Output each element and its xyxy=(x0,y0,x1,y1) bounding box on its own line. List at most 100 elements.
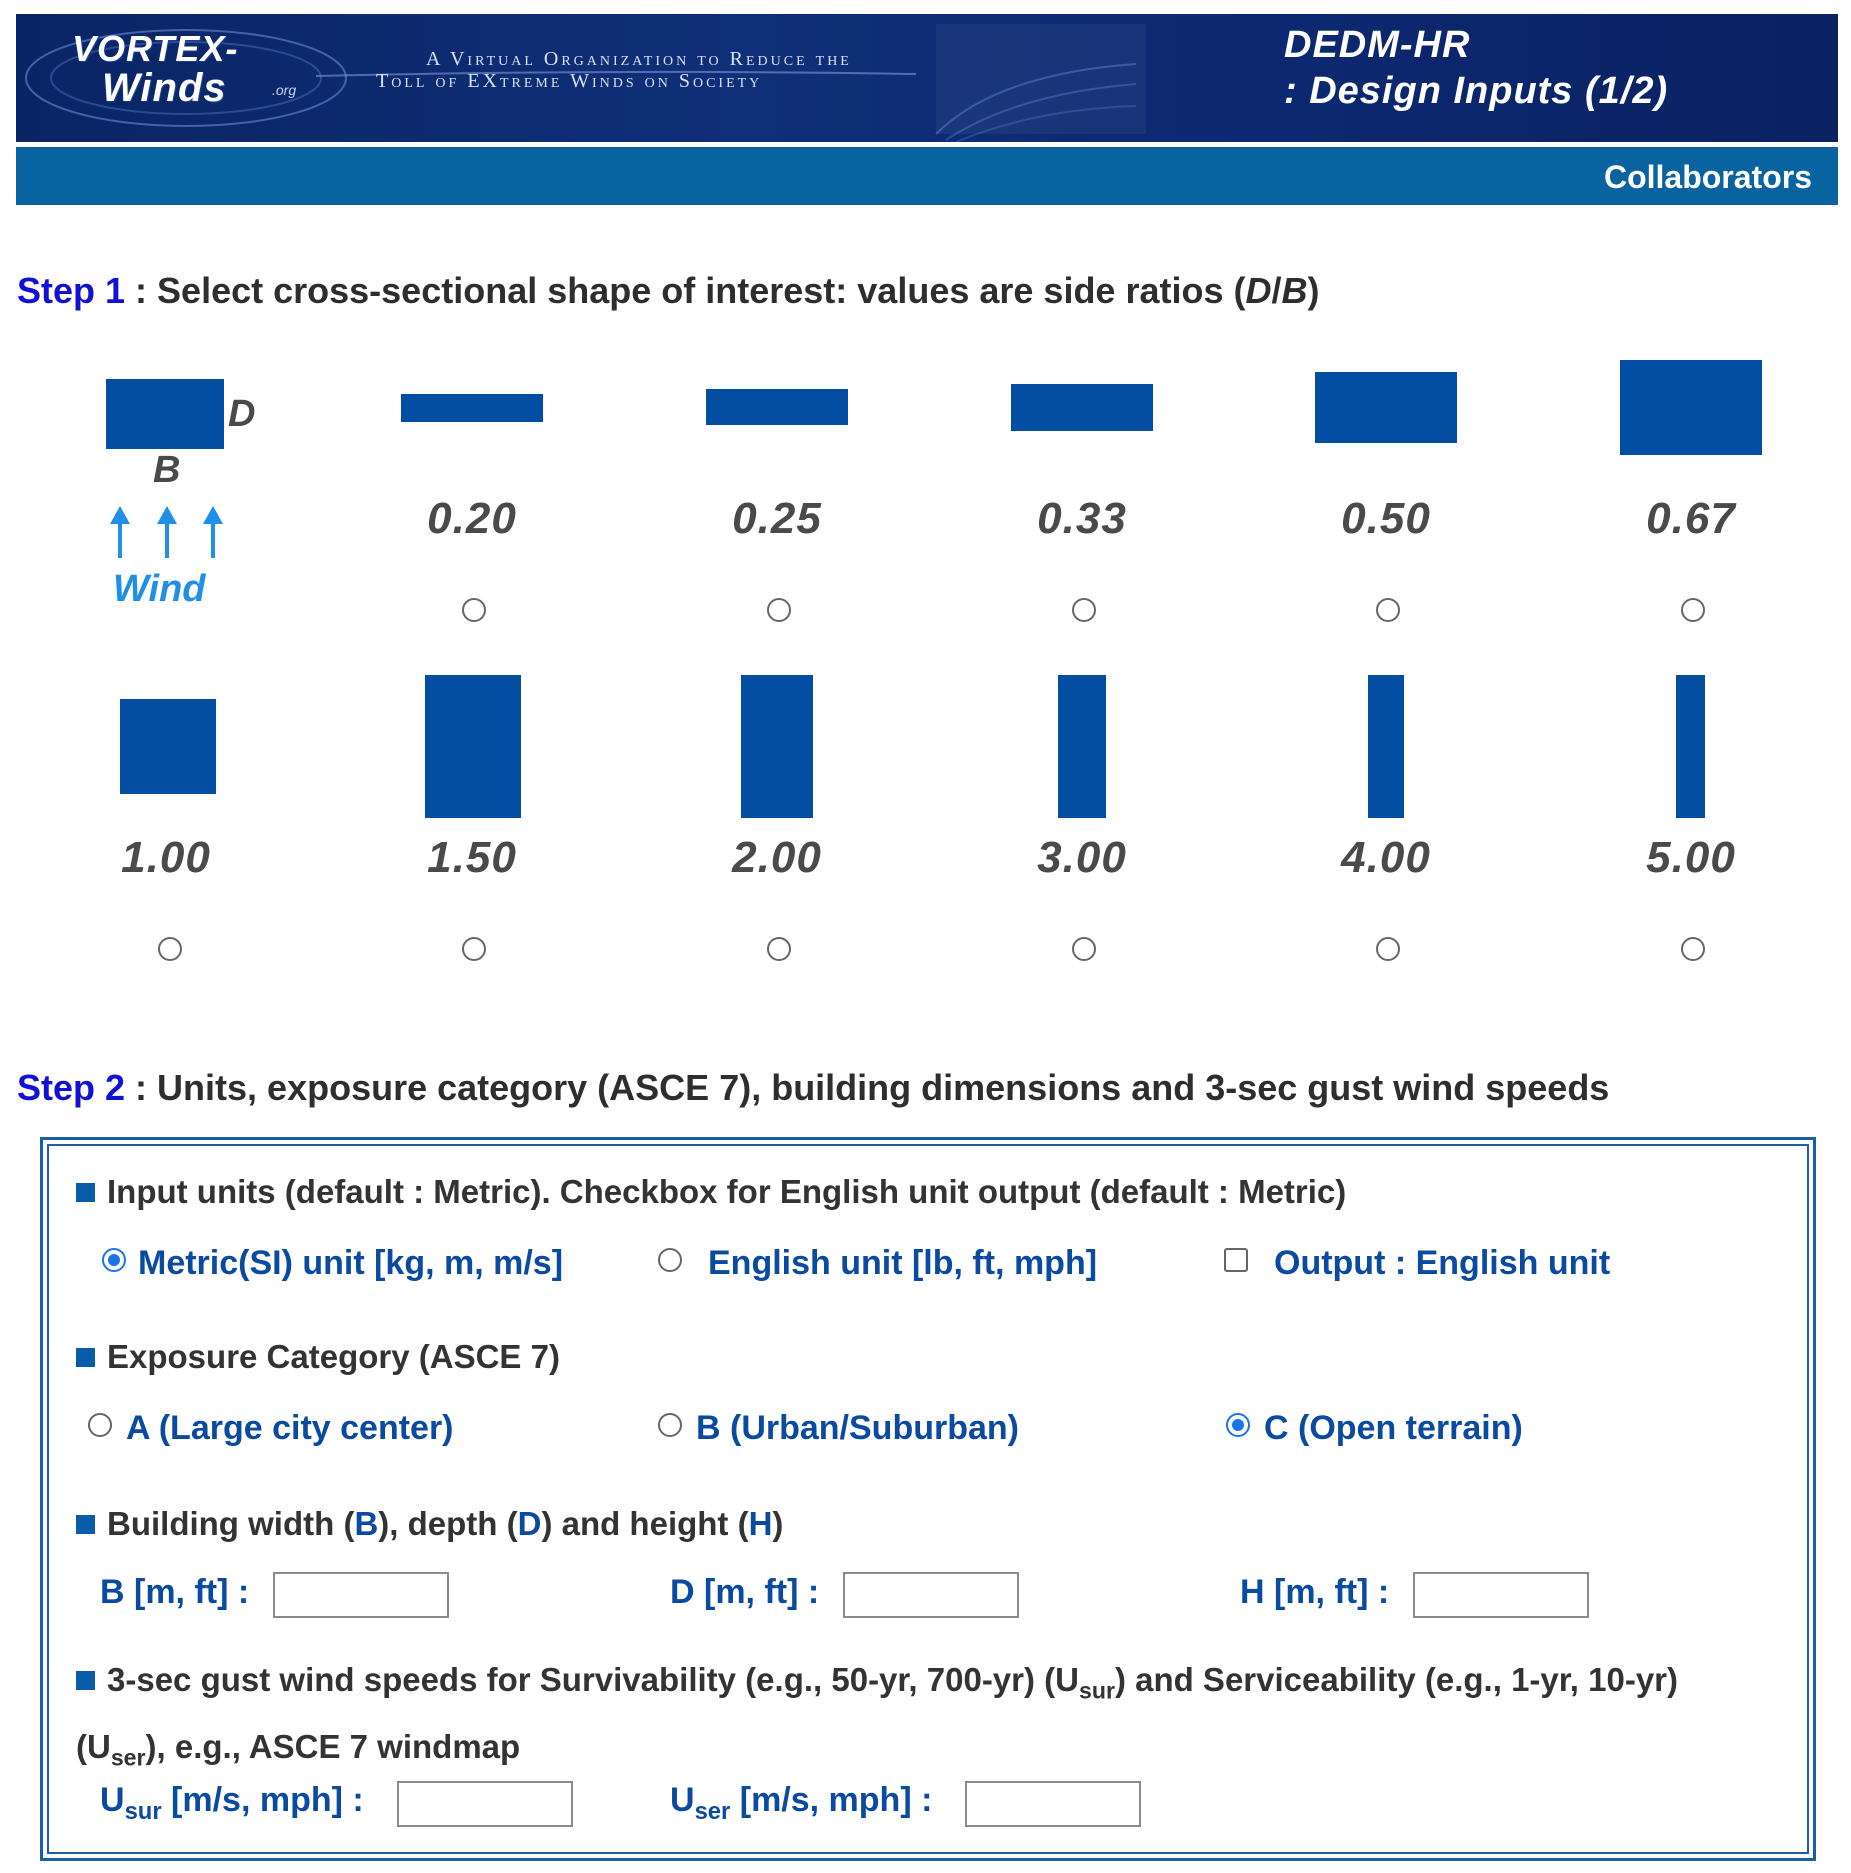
legend-shape xyxy=(106,379,224,449)
nav-bar: Collaborators xyxy=(16,147,1838,205)
shape-ratio-1.50 xyxy=(425,675,521,818)
ratio-label-0.25: 0.25 xyxy=(732,494,822,543)
user-label-u: U xyxy=(670,1781,695,1819)
dimensions-heading-mid1: ), depth ( xyxy=(378,1505,518,1542)
english-unit-label[interactable]: English unit [lb, ft, mph] xyxy=(708,1244,1098,1282)
exposure-heading-text: Exposure Category (ASCE 7) xyxy=(107,1338,560,1375)
shape-ratio-4.00 xyxy=(1368,675,1404,818)
ratio-label-0.67: 0.67 xyxy=(1646,494,1736,543)
wind-label: Wind xyxy=(113,568,206,610)
shape-radio-1.00[interactable] xyxy=(158,937,182,961)
exposure-a-radio[interactable] xyxy=(88,1413,112,1437)
shape-radio-3.00[interactable] xyxy=(1072,937,1096,961)
exposure-heading: Exposure Category (ASCE 7) xyxy=(76,1338,560,1376)
wind-heading-part1: 3-sec gust wind speeds for Survivability… xyxy=(107,1661,1079,1698)
shape-radio-0.50[interactable] xyxy=(1376,598,1400,622)
legend-d-label: D xyxy=(228,393,256,435)
english-unit-radio[interactable] xyxy=(658,1248,682,1272)
ratio-label-1.00: 1.00 xyxy=(121,833,211,882)
square-bullet-icon xyxy=(76,1183,95,1202)
wind-speed-heading: 3-sec gust wind speeds for Survivability… xyxy=(76,1652,1776,1785)
shape-radio-0.33[interactable] xyxy=(1072,598,1096,622)
dimensions-heading-end: ) xyxy=(772,1505,784,1542)
shape-radio-0.67[interactable] xyxy=(1681,598,1705,622)
step1-text: : Select cross-sectional shape of intere… xyxy=(125,270,1246,311)
dimensions-heading: Building width (B), depth (D) and height… xyxy=(76,1505,783,1543)
logo-org-suffix: .org xyxy=(272,82,297,98)
english-output-label[interactable]: Output : English unit xyxy=(1274,1244,1611,1282)
exposure-c-label[interactable]: C (Open terrain) xyxy=(1264,1409,1523,1447)
square-bullet-icon xyxy=(76,1515,95,1534)
wind-heading-part3: ), e.g., ASCE 7 windmap xyxy=(145,1727,521,1765)
shape-radio-1.50[interactable] xyxy=(462,937,486,961)
d-input[interactable] xyxy=(843,1572,1019,1618)
ratio-label-0.50: 0.50 xyxy=(1341,494,1431,543)
shape-ratio-0.25 xyxy=(706,389,848,425)
shape-radio-2.00[interactable] xyxy=(767,937,791,961)
banner-swoosh-graphic xyxy=(25,24,1146,142)
collaborators-link[interactable]: Collaborators xyxy=(1603,159,1812,195)
usur-label-sub: sur xyxy=(124,1797,162,1825)
step1-ratio-d: D xyxy=(1245,270,1272,311)
d-input-label: D [m, ft] : xyxy=(670,1573,820,1611)
step2-input-box-inner xyxy=(47,1144,1809,1854)
page-title-line-2: : Design Inputs (1/2) xyxy=(1284,70,1669,112)
units-heading: Input units (default : Metric). Checkbox… xyxy=(76,1173,1346,1211)
shape-ratio-3.00 xyxy=(1058,675,1106,818)
shape-radio-0.20[interactable] xyxy=(462,598,486,622)
usur-label-u: U xyxy=(100,1781,125,1819)
wind-heading-part2: ) and Serviceability (e.g., 1-yr, 10-yr)… xyxy=(76,1661,1678,1765)
exposure-a-label[interactable]: A (Large city center) xyxy=(126,1409,454,1447)
b-input[interactable] xyxy=(273,1572,449,1618)
wind-heading-sub2: ser xyxy=(110,1744,146,1771)
site-banner: VORTEX- Winds .org A Virtual Organizatio… xyxy=(16,14,1838,142)
ratio-label-0.20: 0.20 xyxy=(427,494,517,543)
exposure-c-radio[interactable] xyxy=(1226,1413,1250,1437)
dimensions-heading-b: B xyxy=(354,1505,379,1542)
square-bullet-icon xyxy=(76,1348,95,1367)
shape-radio-4.00[interactable] xyxy=(1376,937,1400,961)
metric-unit-radio[interactable] xyxy=(102,1248,126,1272)
shape-ratio-0.67 xyxy=(1620,360,1762,455)
ratio-label-3.00: 3.00 xyxy=(1037,833,1127,882)
ratio-label-1.50: 1.50 xyxy=(427,833,517,882)
step1-label: Step 1 xyxy=(17,270,126,311)
usur-input[interactable] xyxy=(397,1781,573,1827)
user-label-sub: ser xyxy=(694,1797,731,1825)
exposure-b-label[interactable]: B (Urban/Suburban) xyxy=(696,1409,1019,1447)
dimensions-heading-d: D xyxy=(517,1505,542,1542)
step1-ratio-b: B xyxy=(1281,270,1308,311)
tagline-line-1: A Virtual Organization to Reduce the xyxy=(426,48,852,70)
step2-input-box xyxy=(40,1137,1816,1861)
step2-heading: Step 2 : Units, exposure category (ASCE … xyxy=(17,1067,1609,1109)
units-heading-text: Input units (default : Metric). Checkbox… xyxy=(107,1173,1347,1210)
shape-radio-5.00[interactable] xyxy=(1681,937,1705,961)
ratio-label-4.00: 4.00 xyxy=(1341,833,1431,882)
user-input-label: User [m/s, mph] : xyxy=(670,1781,932,1826)
shape-radio-0.25[interactable] xyxy=(767,598,791,622)
user-input[interactable] xyxy=(965,1781,1141,1827)
shape-ratio-0.20 xyxy=(401,394,543,422)
step2-text: : Units, exposure category (ASCE 7), bui… xyxy=(125,1067,1610,1108)
shape-ratio-0.33 xyxy=(1011,384,1153,431)
wind-arrows-icon xyxy=(110,506,223,558)
exposure-b-radio[interactable] xyxy=(658,1413,682,1437)
tagline-line-2: Toll of EXtreme Winds on Society xyxy=(376,70,763,92)
step2-label: Step 2 xyxy=(17,1067,126,1108)
h-input[interactable] xyxy=(1413,1572,1589,1618)
ratio-label-5.00: 5.00 xyxy=(1646,833,1736,882)
step1-text-end: ) xyxy=(1307,270,1320,311)
square-bullet-icon xyxy=(76,1671,95,1690)
metric-unit-label[interactable]: Metric(SI) unit [kg, m, m/s] xyxy=(138,1244,564,1282)
shape-ratio-1.00 xyxy=(120,699,216,794)
step1-ratio-slash: / xyxy=(1271,270,1282,311)
ratio-label-2.00: 2.00 xyxy=(732,833,822,882)
legend-b-label: B xyxy=(153,449,181,491)
english-output-checkbox[interactable] xyxy=(1224,1248,1248,1272)
dimensions-heading-h: H xyxy=(748,1505,773,1542)
b-input-label: B [m, ft] : xyxy=(100,1573,250,1611)
ratio-label-0.33: 0.33 xyxy=(1037,494,1127,543)
shape-ratio-5.00 xyxy=(1676,675,1705,818)
shape-ratio-2.00 xyxy=(741,675,813,818)
usur-label-units: [m/s, mph] : xyxy=(161,1781,364,1819)
